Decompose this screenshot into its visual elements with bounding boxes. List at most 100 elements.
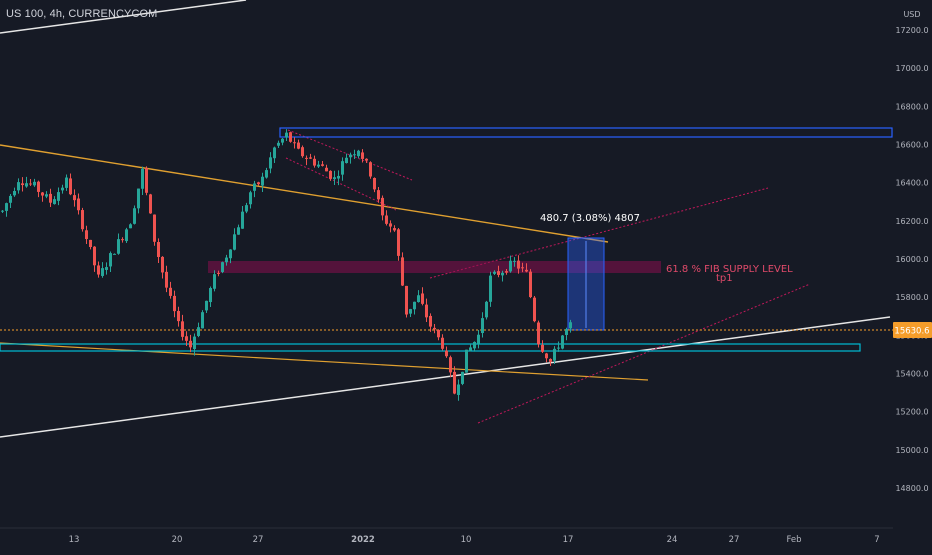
candle [249,190,252,209]
drawings-layer [0,0,893,438]
candle [377,187,380,203]
candle [101,262,104,278]
candle [425,298,428,322]
candle [357,149,360,159]
candle [549,358,552,366]
long-white-trendline[interactable] [0,316,891,438]
y-tick-label: 15800.0 [895,293,928,302]
candle [221,261,224,274]
candle [149,193,152,214]
candle [1,209,4,213]
currency-label: USD [903,10,920,19]
candle [325,164,328,172]
candle [105,262,108,275]
candle [469,343,472,352]
candle [441,334,444,351]
supply-zone-upper-blue[interactable] [279,127,893,138]
candle [541,340,544,354]
candle [205,300,208,314]
candle [409,308,412,317]
candle [113,253,116,255]
candle [401,252,404,286]
candle [445,346,448,358]
red-small-channel-lower[interactable] [285,157,397,211]
symbol-label[interactable]: US 100, 4h, CURRENCYCOM [6,8,158,20]
candle [185,331,188,347]
candle [117,233,120,255]
candle [45,191,48,199]
candle [61,184,64,194]
candle [313,155,316,168]
fib-supply-zone[interactable] [208,261,661,273]
candle [65,174,68,191]
candle [129,223,132,229]
time-axis[interactable]: 13 20 27 2022 10 17 24 27 Feb 7 [0,527,893,550]
y-tick-label: 15200.0 [895,408,928,417]
candle [29,179,32,186]
x-tick-label: 17 [563,535,574,545]
candle [201,310,204,329]
candle [261,172,264,192]
x-tick-label: 24 [667,535,678,545]
candle [161,256,164,279]
candle [281,137,284,146]
candle [141,166,144,195]
candle [301,145,304,158]
candle [497,265,500,278]
candle [461,371,464,386]
y-tick-label: 14800.0 [895,484,928,493]
candle [489,271,492,307]
candle [517,255,520,274]
candle [385,210,388,226]
candle [389,220,392,233]
candle [457,379,460,401]
candle [321,161,324,167]
candle [513,257,516,267]
price-axis[interactable]: USD 17200.0 17000.0 16800.0 16600.0 16400.0 1… [893,0,932,550]
y-tick-label: 15000.0 [895,446,928,455]
candle [529,269,532,299]
x-tick-label: 7 [874,535,879,545]
candle [297,139,300,150]
candle [533,296,536,323]
x-tick-label: 27 [729,535,740,545]
x-tick-label: 27 [253,535,264,545]
descending-orange-trendline[interactable] [0,144,609,243]
price-tag-label: 15630.6 [894,327,929,337]
candle [537,320,540,348]
candle [13,187,16,197]
candle [417,290,420,303]
candle [165,265,168,293]
candle [17,178,20,194]
candles-layer [1,129,572,401]
candle [137,188,140,214]
candle [429,313,432,332]
fib-annotation-label: 61.8 % FIB SUPPLY LEVEL [666,264,793,275]
price-tag: 15630.6 [893,322,932,338]
candle [277,140,280,148]
candle [217,270,220,277]
candle [253,180,256,198]
y-tick-label: 16800.0 [895,102,928,111]
candle [305,155,308,166]
candle [501,270,504,282]
candle [57,187,60,206]
candle [133,205,136,225]
candle [49,188,52,208]
candle [437,329,440,341]
candle [189,334,192,353]
orange-support-line[interactable] [0,342,649,381]
y-tick-label: 16200.0 [895,217,928,226]
x-tick-label: Feb [786,535,801,545]
candle [209,286,212,307]
candle [505,269,508,275]
support-zone-cyan[interactable] [0,343,861,352]
candle [169,281,172,299]
long-white-trendline-top[interactable] [0,0,247,34]
candle [225,254,228,266]
candle [173,290,176,318]
measure-label: 480.7 (3.08%) 4807 [540,213,640,224]
x-tick-label: 13 [69,535,80,545]
candle [333,170,336,185]
